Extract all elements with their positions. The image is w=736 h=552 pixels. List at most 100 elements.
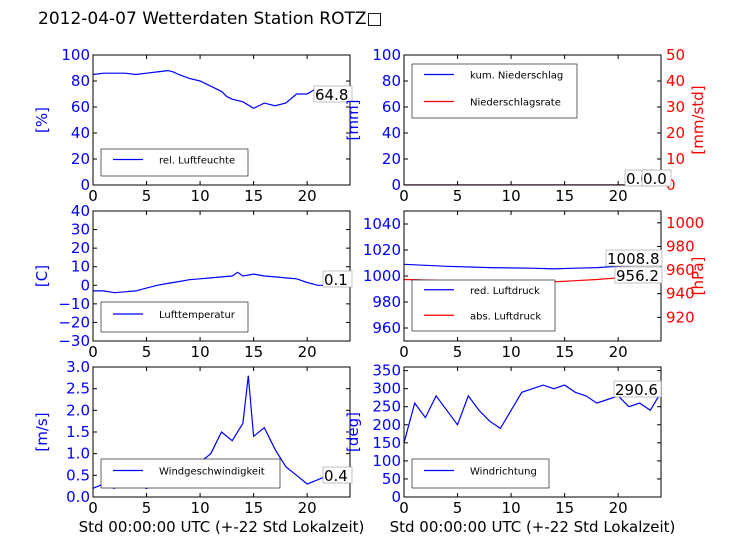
y-tick-label: −20 — [58, 313, 90, 331]
legend-label: abs. Luftdruck — [470, 311, 541, 322]
x-tick-label: 10 — [191, 499, 210, 517]
x-tick-label: 5 — [453, 343, 463, 361]
y-tick-label: 0 — [80, 276, 90, 294]
x-tick-label: 15 — [555, 343, 574, 361]
y-tick-label: 960 — [372, 319, 401, 337]
y-tick-label: 0 — [80, 176, 90, 194]
chart-windspeed: 0 5 10 15 20 0.0 0.5 1.0 1.5 2.0 2.5 3.0 [m/s] Std 00… — [33, 358, 364, 536]
x-tick-label: 5 — [142, 343, 152, 361]
x-tick-label: 15 — [244, 187, 263, 205]
y-tick-label: 60 — [382, 98, 401, 116]
y-tick-label: 3.0 — [66, 358, 90, 376]
y-axis-label: [m/s] — [33, 412, 51, 451]
y2-tick-label: 50 — [666, 46, 685, 64]
y-tick-label: 20 — [71, 150, 90, 168]
y-tick-label: 100 — [61, 46, 90, 64]
value-annotation-box — [313, 85, 353, 103]
x-tick-label: 0 — [88, 499, 98, 517]
y-tick-label: 1000 — [363, 267, 401, 285]
legend-label: Windgeschwindigkeit — [159, 467, 265, 478]
legend-box — [411, 458, 550, 489]
y2-tick-label: 920 — [666, 308, 695, 326]
y-tick-label: 1040 — [363, 215, 401, 233]
y-tick-label: 100 — [372, 46, 401, 64]
y-tick-label: 2.5 — [66, 380, 90, 398]
y-tick-label: 80 — [71, 72, 90, 90]
y-tick-label: 0 — [391, 176, 401, 194]
legend-label: Lufttemperatur — [159, 310, 236, 321]
value-annotation-box — [322, 466, 353, 484]
y-axis-label: [mm] — [344, 100, 362, 141]
y-tick-label: 1.0 — [66, 445, 90, 463]
legend-label: kum. Niederschlag — [470, 71, 563, 82]
x-tick-label: 5 — [453, 187, 463, 205]
x-tick-label: 0 — [88, 187, 98, 205]
chart-temperature: 0 5 10 15 20−30−20−10010203040[C]Lufttempera… — [33, 202, 353, 361]
y-tick-label: 30 — [71, 221, 90, 239]
x-tick-label: 20 — [298, 187, 317, 205]
y-tick-label: 0 — [391, 488, 401, 506]
axes-frame — [403, 54, 662, 186]
y-axis-label: [%] — [33, 107, 51, 133]
y-axis-label: [C] — [33, 265, 51, 287]
x-tick-label: 0 — [399, 343, 409, 361]
y-tick-label: 2.0 — [66, 401, 90, 419]
legend-label: rel. Luftfeuchte — [159, 156, 235, 167]
y-tick-label: 20 — [382, 150, 401, 168]
y-tick-label: 200 — [372, 416, 401, 434]
y2-tick-label: 940 — [666, 285, 695, 303]
y-tick-label: 980 — [372, 293, 401, 311]
x-axis-label: Std 00:00:00 UTC (+-22 Std Lokalzeit) — [390, 518, 676, 536]
x-tick-label: 5 — [142, 187, 152, 205]
y-tick-label: 40 — [71, 202, 90, 220]
y-tick-label: 1020 — [363, 241, 401, 259]
x-axis-label: Std 00:00:00 UTC (+-22 Std Lokalzeit) — [79, 518, 365, 536]
value-annotation-box — [322, 270, 353, 288]
legend-label: red. Luftdruck — [470, 286, 540, 297]
y2-tick-label: 980 — [666, 237, 695, 255]
legend-box — [411, 63, 578, 119]
value-annotation: 0.1 — [324, 271, 348, 289]
x-tick-label: 5 — [453, 499, 463, 517]
value-annotation: 1008.8 — [607, 250, 660, 268]
x-tick-label: 0 — [399, 499, 409, 517]
y-tick-label: 300 — [372, 380, 401, 398]
y-tick-label: 20 — [71, 239, 90, 257]
x-tick-label: 0 — [88, 343, 98, 361]
y2-tick-label: 20 — [666, 124, 685, 142]
y-tick-label: 100 — [372, 452, 401, 470]
value-annotation: 64.8 — [315, 86, 348, 104]
x-tick-label: 10 — [502, 499, 521, 517]
chart-precip: 0510152002040608010001020304050[mm][mm/s… — [344, 46, 707, 205]
value-annotation: 956.2 — [616, 267, 659, 285]
value-annotation: 290.6 — [615, 381, 658, 399]
value-annotation-box — [641, 169, 672, 187]
y2-axis-label: [mm/std] — [689, 85, 707, 154]
value-annotation-box — [613, 380, 662, 398]
y2-tick-label: 1000 — [666, 214, 704, 232]
y-tick-label: 40 — [382, 124, 401, 142]
y-tick-label: 50 — [382, 470, 401, 488]
y-tick-label: 80 — [382, 72, 401, 90]
y2-tick-label: 960 — [666, 261, 695, 279]
y2-axis-label: [hPa] — [689, 257, 707, 296]
x-tick-label: 20 — [609, 499, 628, 517]
x-tick-label: 15 — [555, 499, 574, 517]
y-tick-label: −30 — [58, 332, 90, 350]
y-tick-label: 60 — [71, 98, 90, 116]
y-tick-label: 10 — [71, 258, 90, 276]
legend-label: Windrichtung — [470, 467, 537, 478]
x-tick-label: 15 — [555, 187, 574, 205]
x-tick-label: 20 — [298, 499, 317, 517]
legend-label: Niederschlagsrate — [470, 98, 561, 109]
y-tick-label: 1.5 — [66, 423, 90, 441]
x-tick-label: 15 — [244, 499, 263, 517]
axes-frame — [92, 54, 351, 186]
y-axis-label: [deg] — [344, 412, 362, 452]
y-tick-label: 0.5 — [66, 466, 90, 484]
axes-frame — [403, 366, 662, 498]
y-tick-label: 150 — [372, 434, 401, 452]
x-tick-label: 20 — [609, 343, 628, 361]
value-annotation-box — [605, 249, 663, 267]
